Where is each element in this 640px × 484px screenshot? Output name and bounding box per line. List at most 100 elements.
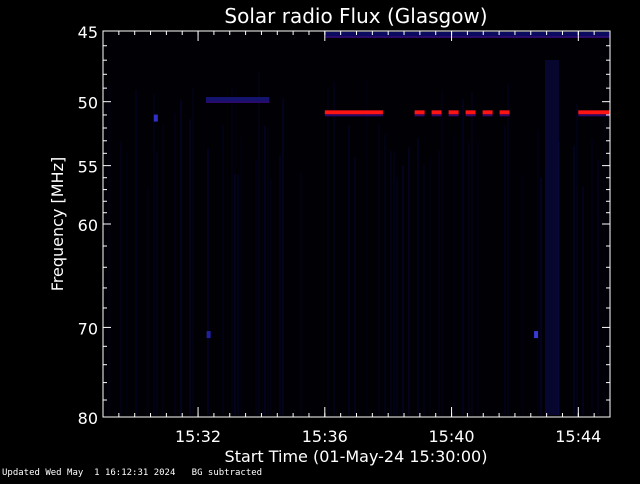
noise-stripe bbox=[441, 91, 443, 416]
updated-timestamp: Updated Wed May 1 16:12:31 2024 bbox=[2, 468, 176, 478]
noise-stripe bbox=[522, 173, 524, 415]
noise-stripe bbox=[396, 177, 398, 415]
emission-line bbox=[205, 96, 270, 101]
plot-area bbox=[103, 31, 610, 417]
noise-stripe bbox=[189, 119, 191, 415]
emission-line-shadow bbox=[448, 114, 459, 117]
noise-stripe bbox=[576, 104, 578, 416]
y-tick-label: 55 bbox=[78, 158, 98, 177]
noise-stripe bbox=[126, 149, 128, 415]
noise-stripe bbox=[540, 177, 542, 415]
noise-stripe bbox=[156, 151, 158, 415]
noise-stripe bbox=[237, 174, 239, 415]
noise-stripe bbox=[354, 157, 356, 415]
x-axis: 15:32 15:36 15:40 15:44 bbox=[118, 31, 601, 446]
noise-stripe bbox=[537, 130, 539, 416]
emission-line-shadow bbox=[482, 114, 493, 117]
noise-stripe bbox=[384, 134, 386, 416]
emission-patch bbox=[534, 331, 539, 339]
noise-stripe bbox=[270, 178, 272, 415]
noise-stripe bbox=[264, 125, 266, 415]
noise-stripe bbox=[573, 145, 575, 416]
x-tick-label: 15:44 bbox=[555, 427, 601, 446]
noise-stripe bbox=[597, 160, 599, 415]
emission-line-shadow bbox=[324, 114, 383, 117]
noise-stripe bbox=[504, 125, 506, 415]
noise-stripe bbox=[333, 81, 335, 415]
x-tick-label: 15:32 bbox=[175, 427, 221, 446]
emission-line-segment bbox=[482, 110, 493, 115]
noise-stripe bbox=[180, 99, 182, 415]
noise-stripe bbox=[147, 187, 149, 415]
noise-stripe bbox=[348, 125, 350, 415]
emission-line-shadow bbox=[431, 114, 442, 117]
emission-line bbox=[324, 110, 383, 115]
noise-stripe bbox=[192, 87, 194, 415]
bg-subtracted-note: BG subtracted bbox=[191, 468, 263, 478]
noise-stripe bbox=[408, 147, 410, 416]
emission-patch bbox=[206, 331, 211, 339]
emission-line-shadow bbox=[324, 35, 610, 38]
noise-stripe bbox=[162, 124, 164, 415]
emission-line-segment bbox=[448, 110, 459, 115]
noise-stripe bbox=[279, 154, 281, 415]
chart-title: Solar radio Flux (Glasgow) bbox=[224, 4, 487, 28]
y-tick-label: 60 bbox=[78, 216, 98, 235]
noise-stripe bbox=[468, 142, 470, 415]
x-tick-label: 15:40 bbox=[429, 427, 475, 446]
noise-stripe bbox=[222, 125, 224, 415]
noise-stripe bbox=[120, 141, 122, 415]
emission-line-shadow bbox=[465, 114, 476, 117]
noise-stripe bbox=[234, 174, 236, 415]
noise-stripe bbox=[231, 86, 233, 415]
emission-line-segment bbox=[414, 110, 425, 115]
noise-stripe bbox=[603, 117, 605, 416]
noise-stripe bbox=[267, 127, 269, 415]
noise-stripe bbox=[429, 157, 431, 415]
noise-stripe bbox=[378, 123, 380, 415]
noise-stripe bbox=[462, 98, 464, 415]
noise-stripe bbox=[108, 84, 110, 415]
y-tick-label: 80 bbox=[78, 409, 98, 428]
y-tick-label: 50 bbox=[78, 94, 98, 113]
noise-stripe bbox=[471, 92, 473, 416]
noise-stripe bbox=[453, 132, 455, 415]
noise-stripe bbox=[438, 150, 440, 416]
emission-line-segment bbox=[465, 110, 476, 115]
noise-stripe bbox=[255, 159, 257, 415]
noise-stripe bbox=[240, 137, 242, 415]
noise-stripe bbox=[591, 139, 593, 415]
noise-stripe bbox=[300, 172, 302, 415]
emission-patch bbox=[153, 114, 158, 122]
noise-stripe bbox=[393, 152, 395, 415]
emission-line-shadow bbox=[499, 114, 510, 117]
x-axis-label: Start Time (01-May-24 15:30:00) bbox=[225, 447, 488, 466]
noise-stripe bbox=[174, 113, 176, 415]
noise-stripe bbox=[417, 137, 419, 415]
noise-stripe bbox=[135, 89, 137, 415]
noise-stripe bbox=[507, 83, 509, 415]
emission-line-shadow bbox=[578, 114, 610, 117]
y-tick-label: 45 bbox=[78, 23, 98, 42]
y-axis-label: Frequency [MHz] bbox=[48, 157, 67, 291]
noise-stripe bbox=[390, 150, 392, 416]
noise-stripe bbox=[207, 148, 209, 415]
noise-stripe bbox=[153, 93, 155, 415]
noise-band bbox=[545, 60, 559, 415]
noise-stripe bbox=[327, 87, 329, 415]
emission-line-segment bbox=[431, 110, 442, 115]
noise-stripe bbox=[258, 71, 260, 415]
footer: Updated Wed May 1 16:12:31 2024 BG subtr… bbox=[2, 468, 262, 478]
emission-patches bbox=[153, 114, 539, 339]
noise-stripe bbox=[423, 164, 425, 415]
y-tick-label: 70 bbox=[78, 319, 98, 338]
noise-stripe bbox=[582, 186, 584, 415]
emission-line bbox=[578, 110, 610, 115]
emission-line-segment bbox=[499, 110, 510, 115]
emission-line-shadow bbox=[414, 114, 425, 117]
noise-stripe bbox=[402, 165, 404, 415]
noise-stripe bbox=[477, 139, 479, 415]
x-tick-label: 15:36 bbox=[302, 427, 348, 446]
